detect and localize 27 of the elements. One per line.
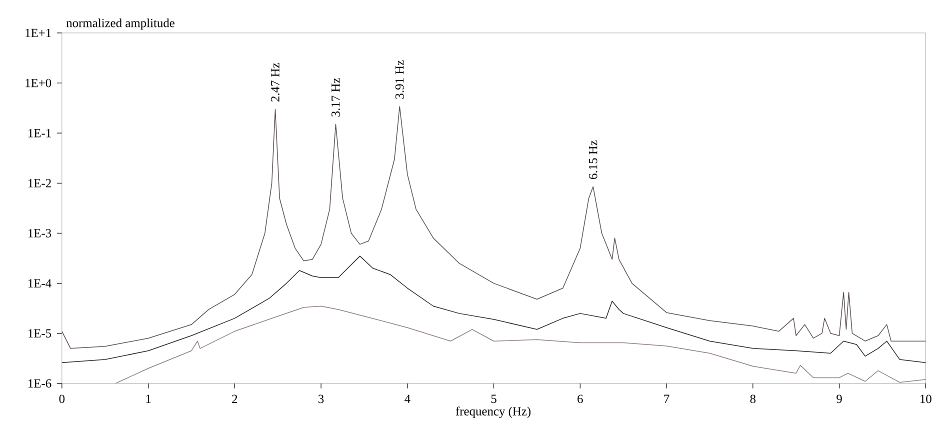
y-tick-label: 1E+0 — [26, 78, 52, 88]
x-tick-label: 6 — [578, 394, 583, 403]
x-tick-label: 3 — [318, 394, 324, 403]
annotation: 2.47 Hz — [271, 62, 280, 102]
x-tick-label: 1 — [146, 394, 151, 403]
y-tick-label: 1E+1 — [26, 28, 51, 37]
y-axis-title: normalized amplitude — [66, 18, 174, 30]
annotation: 6.15 Hz — [588, 140, 598, 179]
x-tick-label: 2 — [232, 394, 238, 403]
y-tick-label: 1E-1 — [28, 128, 51, 138]
x-tick-label: 7 — [664, 394, 670, 403]
y-tick-label: 1E-2 — [28, 178, 51, 188]
x-tick-label: 0 — [59, 394, 65, 403]
y-tick-label: 1E-3 — [28, 228, 52, 238]
x-tick-label: 10 — [920, 394, 932, 403]
line-series — [62, 256, 926, 363]
line-series — [115, 306, 926, 384]
y-tick-label: 1E-5 — [28, 329, 52, 338]
annotation: 3.17 Hz — [332, 78, 340, 116]
x-tick-label: 4 — [404, 394, 410, 403]
x-tick-label: 8 — [750, 394, 756, 403]
y-tick-label: 1E-4 — [28, 279, 52, 288]
x-tick-label: 5 — [491, 394, 496, 403]
annotation: 3.91 Hz — [395, 60, 404, 99]
x-tick-label: 9 — [836, 394, 842, 403]
y-tick-label: 1E-6 — [28, 379, 52, 388]
x-axis-title: frequency (Hz) — [456, 406, 531, 418]
